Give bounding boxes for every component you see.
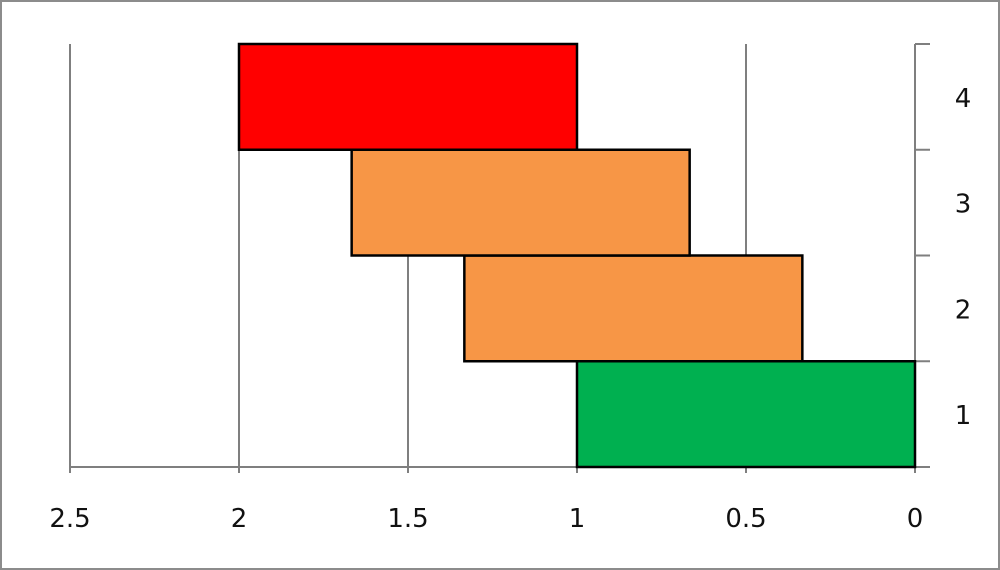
y-tick-label-2: 3 — [955, 190, 972, 220]
bar-2 — [463, 254, 804, 363]
x-tick-label-3: 1 — [569, 504, 586, 534]
x-tick-label-1: 2 — [231, 504, 248, 534]
x-tick-label-4: 0.5 — [725, 504, 766, 534]
x-tick-label-5: 0 — [907, 504, 924, 534]
y-tick-label-1: 2 — [955, 295, 972, 325]
x-tick-label-0: 2.5 — [49, 504, 90, 534]
bar-1 — [575, 360, 917, 469]
y-tick-label-3: 4 — [955, 84, 972, 114]
x-tick-label-2: 1.5 — [387, 504, 428, 534]
bar-4 — [237, 42, 579, 151]
bar-3 — [350, 148, 691, 257]
y-tick-label-0: 1 — [955, 401, 972, 431]
